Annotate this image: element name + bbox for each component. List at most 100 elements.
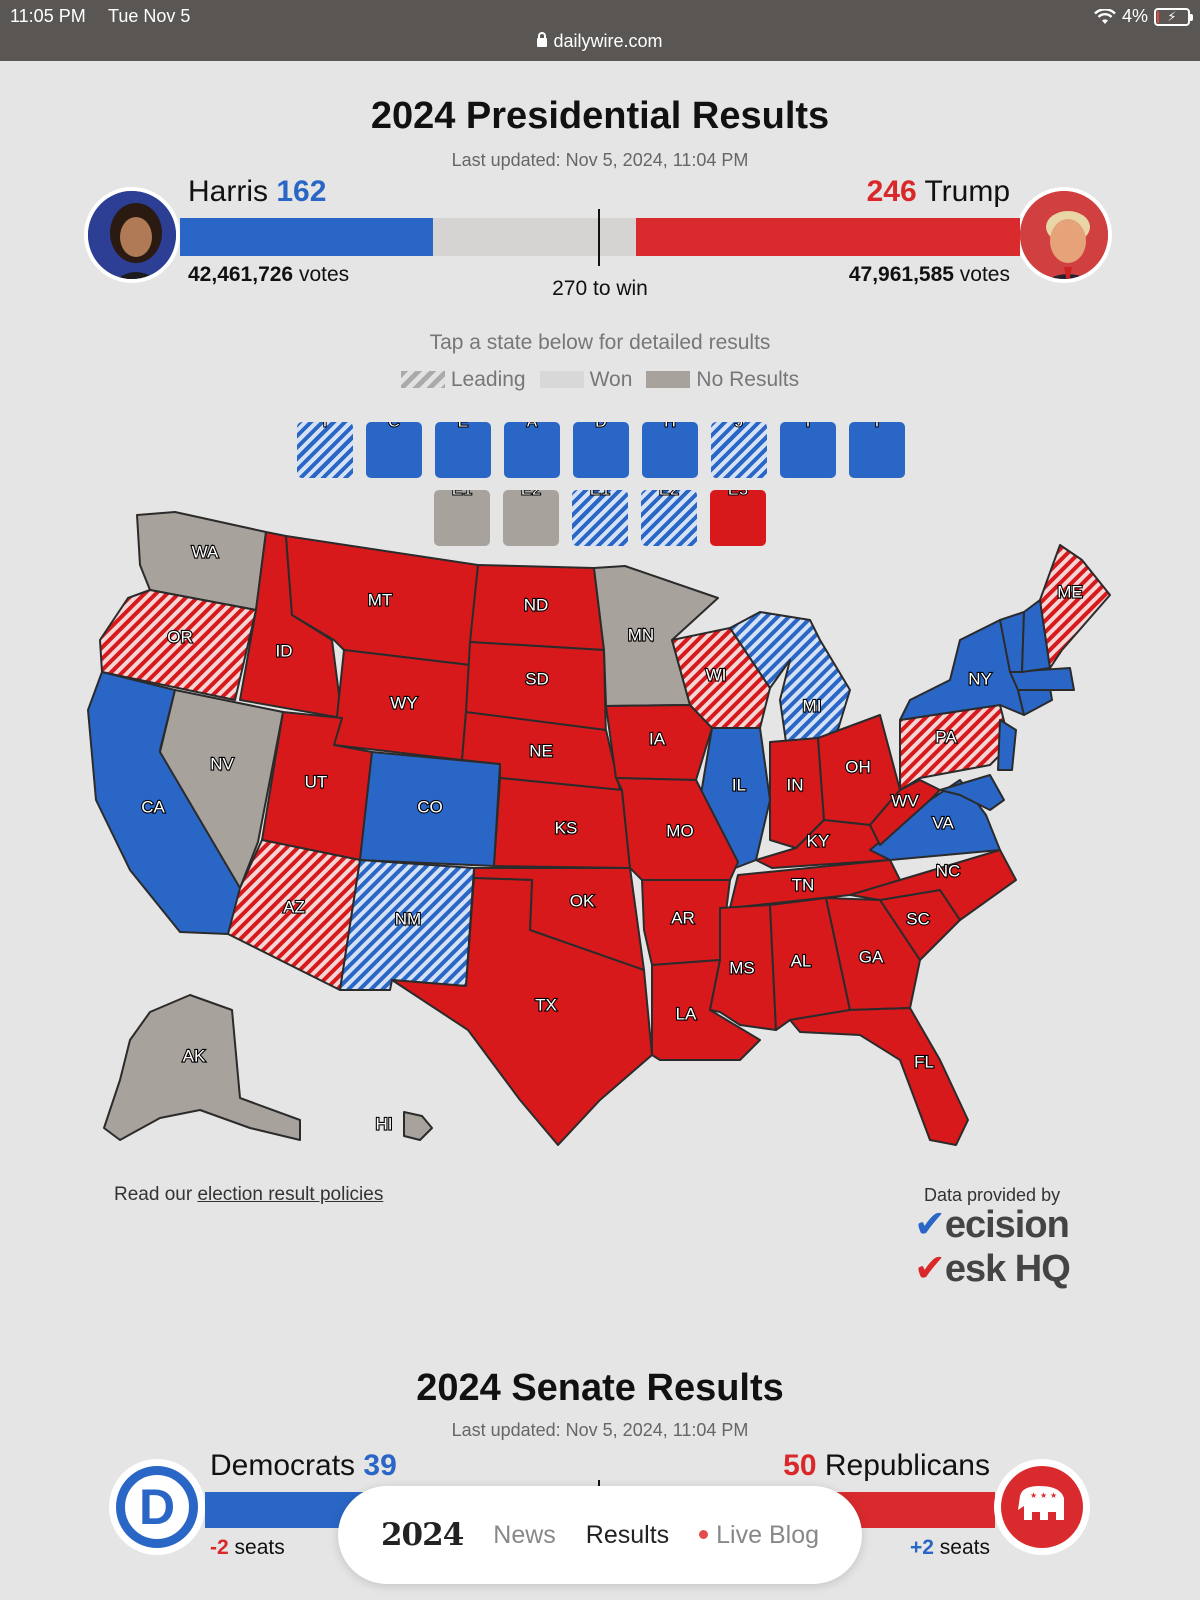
state-label-WY: WY: [390, 693, 417, 712]
to-win-label: 270 to win: [552, 277, 648, 300]
state-NC[interactable]: [849, 849, 1017, 921]
district-box[interactable]: C: [366, 422, 422, 478]
district-box[interactable]: T: [849, 422, 905, 478]
district-box-label: E2: [641, 490, 697, 500]
page-title: 2024 Presidential Results: [370, 95, 830, 137]
svg-text:★: ★: [1040, 1491, 1047, 1500]
no-results-swatch: [646, 371, 691, 388]
us-electoral-map: WA OR CA NV ID MT WY UT AZ CO NM ND SD NE KS OK TX MN IA MO…: [87, 511, 1111, 1146]
state-label-ID: ID: [276, 641, 293, 660]
district-box-label: A: [504, 422, 560, 432]
state-label-NM: NM: [395, 909, 421, 928]
check-icon: ✔: [914, 1204, 946, 1246]
state-label-MI: MI: [803, 696, 822, 715]
elephant-icon: ★ ★ ★: [1018, 1486, 1064, 1520]
district-box[interactable]: E: [435, 422, 491, 478]
district-box[interactable]: I: [780, 422, 836, 478]
battery-percent: 4%: [1121, 6, 1148, 26]
harris-vote-count: 42,461,726: [188, 263, 294, 286]
state-label-WI: WI: [706, 665, 727, 684]
state-label-WV: WV: [891, 791, 919, 810]
state-IA[interactable]: [605, 704, 713, 781]
district-box[interactable]: T: [297, 422, 353, 478]
nav-brand-2024[interactable]: 2024: [380, 1517, 464, 1553]
state-label-IL: IL: [732, 775, 746, 794]
status-icons: 4% ⚡: [1094, 6, 1193, 27]
policies-prefix: Read our: [114, 1184, 193, 1205]
harris-ev: 162: [276, 175, 327, 208]
district-box-label: C: [366, 422, 422, 432]
legend-won: Won: [539, 368, 632, 392]
state-NV[interactable]: [159, 689, 284, 889]
provided-by: Data provided by: [924, 1185, 1061, 1205]
state-ME[interactable]: [1039, 544, 1111, 669]
state-label-ME: ME: [1057, 582, 1083, 601]
state-label-SD: SD: [525, 669, 549, 688]
senate-title: 2024 Senate Results: [416, 1367, 784, 1409]
state-label-SC: SC: [906, 909, 930, 928]
trump-ev: 246: [866, 175, 917, 208]
trump-votes-label: votes: [959, 263, 1010, 286]
district-box[interactable]: E2: [641, 490, 697, 546]
state-labels: WA OR CA NV ID MT WY UT AZ CO NM ND SD NE KS OK TX MN IA MO…: [140, 541, 1084, 1134]
state-label-UT: UT: [305, 772, 328, 791]
date: Tue Nov 5: [108, 6, 191, 26]
legend-leading-label: Leading: [450, 368, 526, 391]
policies-link[interactable]: election result policies: [197, 1184, 384, 1205]
district-box-label: I: [780, 422, 836, 432]
nav-live-blog[interactable]: Live Blog: [699, 1521, 819, 1550]
state-label-ND: ND: [524, 595, 549, 614]
state-label-PA: PA: [935, 727, 957, 746]
state-label-FL: FL: [914, 1052, 934, 1071]
nav-results[interactable]: Results: [585, 1520, 670, 1549]
democrats-label: Democrats 39: [210, 1449, 397, 1483]
state-CT[interactable]: [1017, 687, 1053, 716]
district-box[interactable]: H: [642, 422, 698, 478]
trump-label: 246 Trump: [867, 175, 1010, 209]
won-swatch: [539, 371, 584, 388]
harris-avatar: [84, 187, 180, 283]
state-label-MS: MS: [729, 958, 755, 977]
lock-icon: [537, 32, 548, 47]
district-box[interactable]: A: [504, 422, 560, 478]
district-box[interactable]: E1: [434, 490, 490, 546]
district-box-label: E3: [710, 490, 766, 500]
policies-note: Read our election result policies: [114, 1184, 383, 1206]
state-label-CO: CO: [417, 797, 443, 816]
state-FL[interactable]: [789, 1007, 969, 1146]
state-label-NV: NV: [210, 754, 234, 773]
trump-votes: 47,961,585 votes: [849, 263, 1010, 287]
state-AK[interactable]: [103, 994, 301, 1141]
state-HI[interactable]: [403, 1111, 433, 1141]
state-TX[interactable]: [391, 877, 653, 1146]
nav-news[interactable]: News: [493, 1520, 556, 1549]
district-box[interactable]: J: [711, 422, 767, 478]
republicans-change-label: seats: [939, 1536, 990, 1559]
district-box-label: T: [849, 422, 905, 432]
state-NJ[interactable]: [997, 719, 1017, 771]
state-MD[interactable]: [939, 774, 1005, 811]
district-box[interactable]: D: [573, 422, 629, 478]
senate-majority-marker: [598, 1480, 600, 1490]
legend-leading: Leading: [400, 368, 526, 392]
republicans-name: Republicans: [824, 1449, 990, 1482]
republicans-change-value: +2: [910, 1536, 934, 1559]
state-label-AZ: AZ: [283, 897, 305, 916]
state-label-NC: NC: [936, 861, 961, 880]
republicans-change: +2 seats: [910, 1536, 990, 1560]
state-AZ[interactable]: [227, 839, 361, 991]
senate-last-updated: Last updated: Nov 5, 2024, 11:04 PM: [451, 1420, 749, 1440]
electoral-vote-bar: [180, 218, 1020, 256]
harris-bar-fill: [180, 218, 433, 256]
url-text: dailywire.com: [553, 31, 663, 51]
state-label-VA: VA: [932, 813, 954, 832]
state-label-AR: AR: [671, 908, 695, 927]
url-bar[interactable]: dailywire.com: [0, 31, 1200, 52]
district-box[interactable]: E3: [710, 490, 766, 546]
district-box[interactable]: E1: [572, 490, 628, 546]
state-MA[interactable]: [1009, 667, 1075, 691]
district-box[interactable]: E2: [503, 490, 559, 546]
nav-live-blog-label: Live Blog: [716, 1520, 820, 1549]
trump-portrait-icon: [1020, 191, 1108, 279]
state-label-IN: IN: [787, 775, 804, 794]
